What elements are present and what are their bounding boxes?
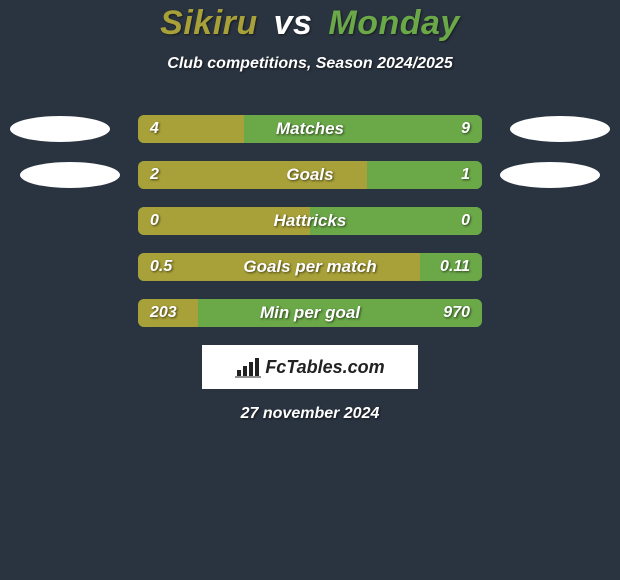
snapshot-date: 27 november 2024 (0, 405, 620, 423)
stat-value-right: 970 (431, 299, 482, 327)
comparison-container: Sikiru vs Monday Club competitions, Seas… (0, 0, 620, 423)
team-badge-left (10, 116, 110, 142)
team-badge-left (20, 162, 120, 188)
stat-value-right: 1 (449, 161, 482, 189)
stat-value-right: 9 (449, 115, 482, 143)
title-player1: Sikiru (160, 4, 257, 42)
title-vs: vs (274, 4, 313, 42)
stat-value-left: 0.5 (138, 253, 184, 281)
stat-bar-right (244, 115, 482, 143)
stat-value-left: 2 (138, 161, 171, 189)
stat-bar-left (138, 161, 367, 189)
source-logo: FcTables.com (202, 345, 418, 389)
stats-rows: 49Matches21Goals00Hattricks0.50.11Goals … (0, 115, 620, 327)
stat-value-right: 0.11 (428, 253, 482, 281)
page-title: Sikiru vs Monday (0, 4, 620, 43)
bar-chart-icon (235, 356, 261, 378)
stat-row: 49Matches (0, 115, 620, 143)
subtitle: Club competitions, Season 2024/2025 (0, 55, 620, 73)
team-badge-right (510, 116, 610, 142)
stat-bar: 0.50.11Goals per match (138, 253, 482, 281)
stat-value-left: 0 (138, 207, 171, 235)
source-logo-text: FcTables.com (265, 357, 384, 378)
stat-bar: 21Goals (138, 161, 482, 189)
stat-value-left: 203 (138, 299, 189, 327)
stat-value-right: 0 (449, 207, 482, 235)
stat-bar: 49Matches (138, 115, 482, 143)
stat-value-left: 4 (138, 115, 171, 143)
team-badge-right (500, 162, 600, 188)
stat-bar: 00Hattricks (138, 207, 482, 235)
stat-row: 21Goals (0, 161, 620, 189)
stat-row: 00Hattricks (0, 207, 620, 235)
title-player2: Monday (328, 4, 459, 42)
stat-row: 0.50.11Goals per match (0, 253, 620, 281)
stat-row: 203970Min per goal (0, 299, 620, 327)
stat-bar: 203970Min per goal (138, 299, 482, 327)
